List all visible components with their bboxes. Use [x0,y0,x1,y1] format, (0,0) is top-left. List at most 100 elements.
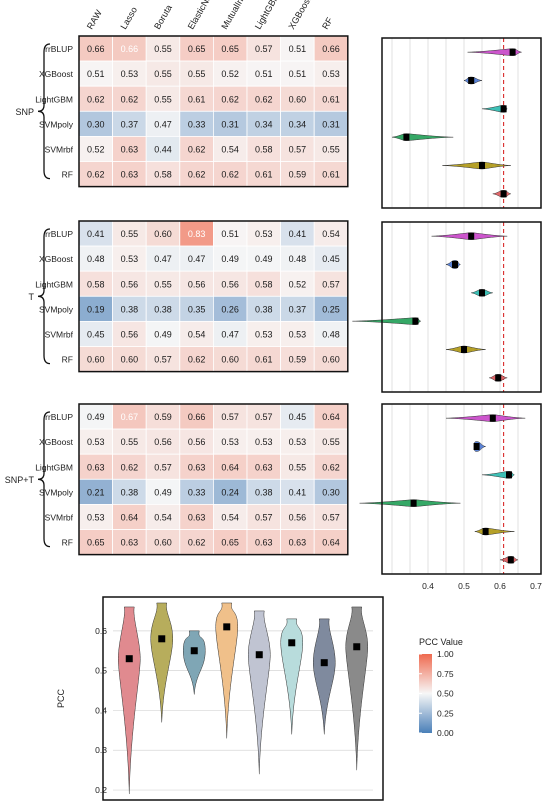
heatmap-cell-value: 0.38 [154,304,172,314]
heatmap-cell [313,478,349,505]
heatmap-cell [313,85,349,112]
heatmap-cell-value: 0.45 [322,254,340,264]
heatmap-cell [280,295,315,322]
legend-colorbar [419,654,432,733]
median-marker [509,48,516,56]
legend-title: PCC Value [419,637,463,647]
row-label: RF [62,355,73,365]
row-label: LightGBM [35,94,73,104]
heatmap-cell [78,270,113,297]
heatmap-cell-value: 0.65 [188,44,206,54]
heatmap-cell-value: 0.24 [221,487,239,497]
row-label: SVMrbf [45,329,74,339]
heatmap-cell [179,60,214,87]
heatmap-cell [313,245,349,272]
heatmap-cell [313,270,349,297]
heatmap-cell [212,245,248,272]
heatmap-cell [145,135,181,162]
heatmap-cell-value: 0.63 [255,538,273,548]
group-brace [37,411,51,548]
color-legend: PCC Value 1.00 0.75 0.50 0.25 0.00 [419,637,463,738]
heatmap-cell [280,403,315,430]
group-label: SNP [15,107,34,117]
vertical-violin-panel: 0.2 0.3 0.4 0.5 0.6 PCC [56,596,384,801]
heatmap-cell-value: 0.47 [221,329,239,339]
heatmap-cell-value: 0.47 [188,254,206,264]
median-marker [473,443,480,450]
heatmap-cell-value: 0.51 [221,229,239,239]
heatmap-cell-value: 0.60 [289,94,307,104]
heatmap-cell-value: 0.47 [154,254,172,264]
y-tick-label: 0.5 [95,666,107,676]
heatmap-cell-value: 0.54 [322,229,340,239]
heatmap-cell-value: 0.59 [289,170,307,180]
heatmap-border [78,220,349,373]
violin-shape [474,527,515,536]
heatmap-cell-value: 0.57 [255,412,273,422]
legend-tick-label: 1.00 [437,649,454,659]
legend-tick-label: 0.75 [437,669,454,679]
heatmap-cell-value: 0.53 [289,437,307,447]
heatmap-cell-value: 0.63 [87,462,105,472]
heatmap-cell-value: 0.53 [87,437,105,447]
heatmap-cell-value: 0.55 [322,437,340,447]
median-marker [507,556,514,564]
y-tick-label: 0.3 [95,745,107,755]
median-marker [158,635,166,643]
column-header-label: LightGBM [253,0,282,31]
legend-tick-label: 0.25 [437,708,454,718]
group-brace [37,43,51,180]
heatmap-cell-value: 0.64 [322,538,340,548]
heatmap-cell-value: 0.57 [255,44,273,54]
heatmap-cell-value: 0.35 [188,304,206,314]
heatmap-cell [280,453,315,480]
heatmap-cell-value: 0.62 [87,170,105,180]
heatmap-cell-value: 0.30 [322,487,340,497]
heatmap-cell-value: 0.51 [255,69,273,79]
violin-shape [345,606,369,771]
heatmap-cell [313,428,349,455]
violin-panel [359,403,542,575]
heatmap-cell [145,270,181,297]
row-label: SVMpoly [39,304,74,314]
heatmap-cell [179,85,214,112]
y-tick-label: 0.2 [95,785,107,795]
group-brace [37,228,51,365]
heatmap-cell-value: 0.53 [289,329,307,339]
median-marker [320,659,328,667]
heatmap-cell-value: 0.83 [188,229,206,239]
heatmap-cell [246,403,281,430]
heatmap-cell [112,35,147,62]
violin-shape [352,317,422,325]
heatmap-cell [78,428,113,455]
heatmap-cell-value: 0.37 [289,304,307,314]
heatmap-cell [280,245,315,272]
heatmap-cell-value: 0.65 [221,44,239,54]
heatmap-cell-value: 0.59 [289,355,307,365]
row-label: rrBLUP [45,44,73,54]
x-tick-label: 0.6 [494,581,506,591]
heatmap-cell-value: 0.53 [255,437,273,447]
heatmap-cell-value: 0.61 [188,94,206,104]
median-marker [468,232,475,240]
y-tick-label: 0.4 [95,705,107,715]
violin-shape [215,602,239,739]
heatmap-cell-value: 0.58 [255,144,273,154]
row-label: SVMpoly [39,119,74,129]
median-marker [479,289,485,297]
column-header-label: MutualInfo [219,0,249,31]
heatmap-cell [280,346,315,373]
heatmap-cell-value: 0.60 [154,229,172,239]
heatmap-panels: 0.66 0.66 0.55 0.65 0.65 0.57 0.51 0.66rrBLUP0.… [5,35,349,556]
heatmap-cell [179,161,214,188]
heatmap-cell [313,295,349,322]
heatmap-cell-value: 0.57 [322,279,340,289]
violin-shape [467,48,522,56]
heatmap-cell-value: 0.53 [87,512,105,522]
row-label: RF [62,538,73,548]
heatmap-cell-value: 0.62 [188,170,206,180]
violin-panel-border [381,221,542,393]
heatmap-cell-value: 0.62 [221,94,239,104]
heatmap-cell [112,453,147,480]
heatmap-cell-value: 0.48 [322,329,340,339]
